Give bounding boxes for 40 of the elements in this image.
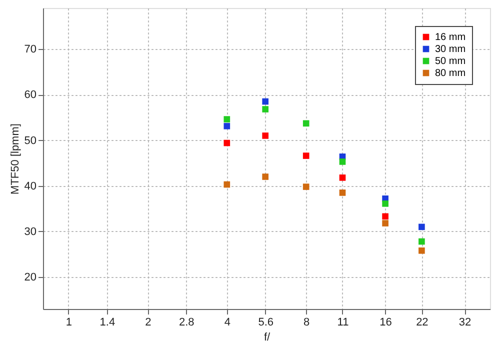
legend-label: 16 mm: [435, 32, 466, 43]
legend-label: 50 mm: [435, 56, 466, 67]
point: [262, 98, 269, 105]
point: [418, 238, 425, 245]
x-tick-label: 4: [224, 316, 230, 328]
point: [262, 106, 269, 112]
point: [339, 174, 346, 181]
point: [224, 116, 230, 122]
x-tick-label: 2.8: [178, 316, 194, 328]
x-tick-label: 22: [416, 316, 428, 328]
x-tick-label: 1.4: [100, 316, 116, 328]
x-tick-label: 11: [337, 316, 349, 328]
point: [339, 158, 346, 165]
point: [224, 140, 230, 146]
point: [224, 122, 230, 130]
point: [262, 132, 269, 139]
point: [224, 181, 230, 188]
point: [302, 120, 310, 127]
y-axis-title: MTF50 [lpmm]: [9, 124, 22, 194]
point: [418, 247, 425, 254]
point: [302, 152, 310, 159]
x-tick-label: 1: [66, 316, 72, 328]
legend-label: 30 mm: [435, 44, 466, 55]
y-tick-label: 50: [24, 134, 36, 147]
x-tick-label: 32: [458, 316, 472, 328]
legend-label: 80 mm: [435, 68, 466, 79]
point: [302, 184, 310, 190]
y-tick-label: 20: [24, 272, 36, 284]
x-tick-label: 8: [304, 316, 310, 328]
x-tick-label: 2: [145, 316, 152, 328]
y-tick-label: 40: [24, 180, 36, 192]
point: [262, 174, 269, 180]
x-axis-title: f/: [264, 332, 271, 344]
y-tick-label: 60: [24, 89, 36, 102]
y-tick-label: 70: [24, 44, 36, 56]
x-tick-label: 5.6: [258, 316, 274, 328]
point: [418, 224, 425, 230]
y-tick-label: 30: [24, 226, 36, 238]
point: [339, 190, 346, 196]
x-tick-label: 16: [380, 316, 392, 328]
